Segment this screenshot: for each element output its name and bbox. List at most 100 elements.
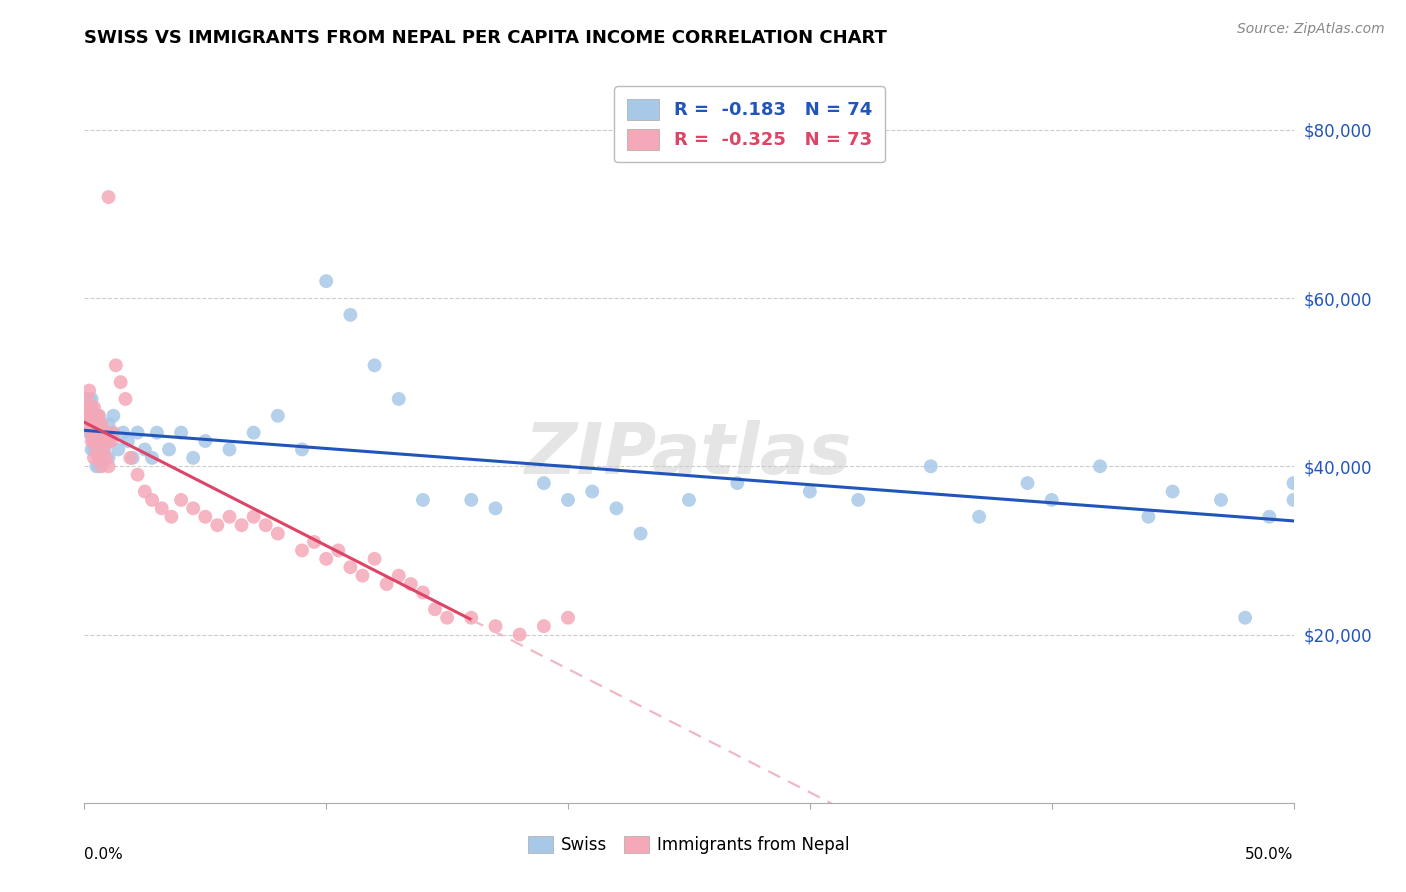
Point (557, 610, 579, 624)
Point (86, 425, 108, 440)
Point (77, 401, 100, 415)
Point (967, 509, 990, 524)
Point (1209, 492, 1232, 507)
Point (80, 434, 103, 448)
Point (90, 450, 112, 465)
Point (484, 619, 506, 633)
Point (90, 434, 112, 448)
Point (86, 442, 108, 457)
Point (127, 425, 149, 440)
Point (141, 450, 163, 465)
Point (375, 577, 398, 591)
Point (1258, 509, 1281, 524)
Point (90, 434, 112, 448)
Point (157, 442, 180, 457)
Point (77, 409, 100, 423)
Point (267, 526, 290, 541)
Point (83, 417, 105, 432)
Point (114, 392, 136, 406)
Point (87, 409, 110, 423)
Point (77, 417, 100, 432)
Point (291, 543, 314, 558)
Point (87, 434, 110, 448)
Point (181, 501, 204, 516)
Point (388, 392, 411, 406)
Point (134, 484, 156, 499)
Point (799, 484, 821, 499)
Point (80, 392, 103, 406)
Point (83, 401, 105, 415)
Point (150, 501, 173, 516)
Point (170, 425, 193, 440)
Point (83, 425, 105, 440)
Legend: Swiss, Immigrants from Nepal: Swiss, Immigrants from Nepal (522, 830, 856, 861)
Point (94, 425, 117, 440)
Point (103, 409, 125, 423)
Point (1017, 476, 1039, 491)
Point (207, 518, 229, 533)
Point (725, 476, 748, 491)
Text: 0.0%: 0.0% (84, 847, 124, 863)
Point (83, 434, 105, 448)
Point (80, 409, 103, 423)
Point (83, 417, 105, 432)
Point (1161, 484, 1184, 499)
Point (352, 568, 374, 582)
Point (87, 417, 110, 432)
Point (1040, 492, 1063, 507)
Point (94, 450, 117, 465)
Point (83, 442, 105, 457)
Point (80, 417, 103, 432)
Point (86, 409, 108, 423)
Point (117, 434, 139, 448)
Text: 50.0%: 50.0% (1246, 847, 1294, 863)
Point (80, 442, 103, 457)
Point (339, 560, 361, 574)
Point (90, 417, 112, 432)
Point (315, 274, 337, 288)
Point (218, 509, 240, 524)
Point (436, 610, 458, 624)
Point (242, 425, 264, 440)
Point (104, 359, 127, 373)
Point (1282, 476, 1305, 491)
Point (1234, 610, 1257, 624)
Point (97, 190, 120, 204)
Point (87, 425, 110, 440)
Point (80, 425, 103, 440)
Point (97, 434, 120, 448)
Point (103, 425, 125, 440)
Point (90, 459, 112, 474)
Point (86, 425, 108, 440)
Point (120, 450, 142, 465)
Point (86, 409, 108, 423)
Point (141, 492, 163, 507)
Point (846, 492, 869, 507)
Point (533, 619, 555, 633)
Point (630, 526, 652, 541)
Point (77, 409, 100, 423)
Point (87, 459, 110, 474)
Point (77, 384, 100, 398)
Text: ZIPatlas: ZIPatlas (526, 420, 852, 490)
Point (97, 450, 120, 465)
Point (87, 442, 110, 457)
Point (678, 492, 700, 507)
Point (121, 450, 143, 465)
Point (80, 425, 103, 440)
Point (127, 467, 149, 482)
Point (242, 509, 264, 524)
Point (412, 492, 434, 507)
Point (93, 442, 115, 457)
Point (77, 425, 100, 440)
Point (1282, 492, 1305, 507)
Point (315, 551, 337, 566)
Point (484, 501, 506, 516)
Point (87, 450, 110, 465)
Point (83, 409, 105, 423)
Point (86, 459, 108, 474)
Point (160, 509, 183, 524)
Point (1137, 509, 1160, 524)
Point (218, 442, 240, 457)
Point (170, 492, 193, 507)
